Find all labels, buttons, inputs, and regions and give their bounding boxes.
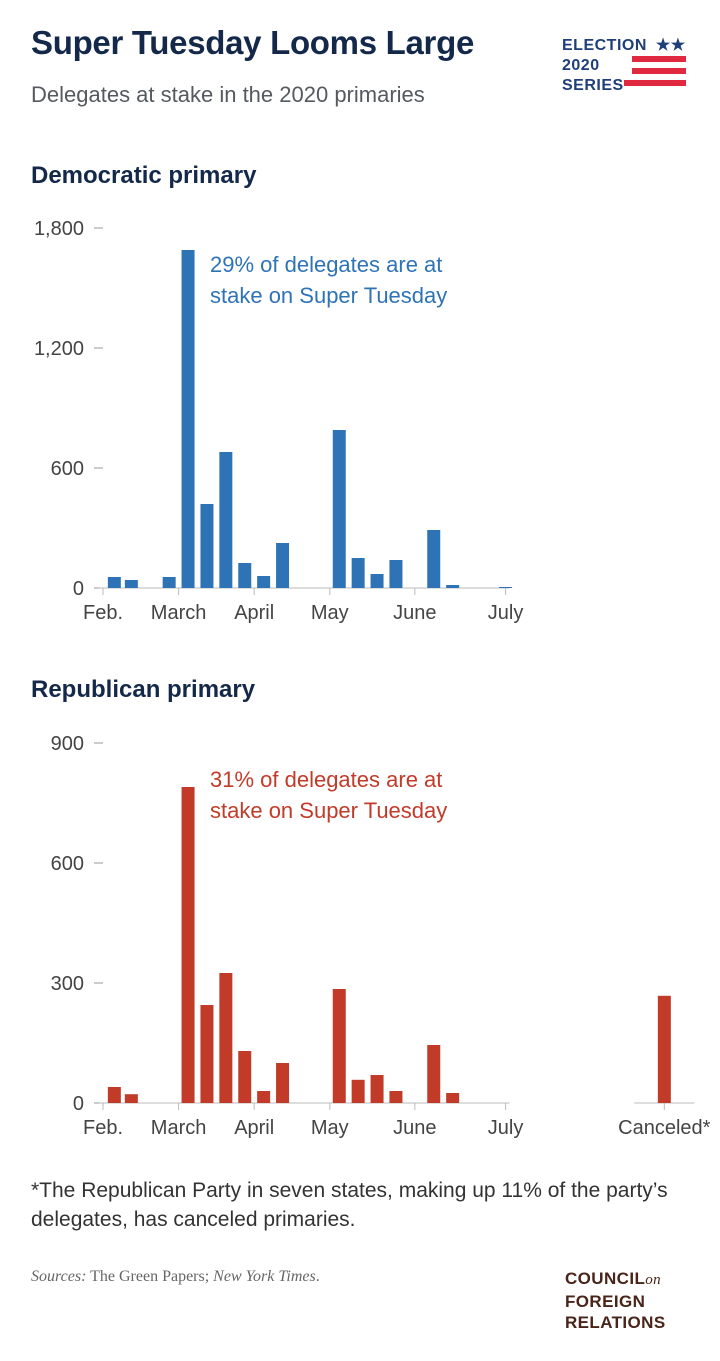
sources: Sources: The Green Papers; New York Time…	[31, 1268, 320, 1286]
dem-bar	[351, 558, 365, 588]
dem-xtick-label: Feb.	[83, 602, 123, 624]
rep-bar	[389, 1091, 403, 1103]
dem-xtick-label: June	[393, 602, 436, 624]
dem-bar	[499, 587, 513, 588]
logo-line-relations: RELATIONS	[565, 1313, 666, 1332]
dem-bar	[332, 430, 346, 588]
dem-ytick-label: 1,800	[34, 218, 84, 240]
dem-ytick-label: 600	[51, 458, 84, 480]
rep-bar	[124, 1094, 138, 1103]
badge-line-2020: 2020	[562, 57, 600, 74]
logo-on: on	[645, 1272, 662, 1288]
badge-stars: ★★	[655, 37, 686, 54]
dem-bar	[238, 563, 252, 588]
page-title: Super Tuesday Looms Large	[31, 24, 474, 61]
rep-xtick-label: April	[234, 1117, 274, 1139]
footnote: *The Republican Party in seven states, m…	[31, 1179, 668, 1231]
rep-xtick-label: June	[393, 1117, 436, 1139]
sources-part1: The Green Papers;	[86, 1268, 214, 1285]
dem-bar	[219, 452, 233, 588]
dem-bar	[276, 543, 290, 588]
sources-label: Sources:	[31, 1268, 87, 1285]
dem-bar	[427, 530, 441, 588]
rep-bar	[238, 1051, 252, 1103]
rep-ytick-label: 900	[51, 733, 84, 755]
rep-xtick-label: Canceled*	[618, 1117, 711, 1139]
dem-bar	[370, 574, 384, 588]
dem-bar	[107, 577, 121, 588]
rep-bar	[219, 973, 233, 1103]
cfr-logo: COUNCILon FOREIGN RELATIONS	[565, 1268, 666, 1333]
badge-line-election: ELECTION	[562, 37, 647, 54]
badge-line-series: SERIES	[562, 77, 624, 94]
rep-xtick-label: May	[311, 1117, 349, 1139]
rep-bar	[370, 1075, 384, 1103]
democratic-chart: 0 600 1,200 1,800 Feb. March April May June July 2…	[34, 218, 524, 624]
election-2020-badge: ELECTION ★★ 2020 SERIES	[562, 36, 688, 96]
rep-bar	[446, 1093, 460, 1103]
dem-bar	[181, 250, 195, 588]
rep-bar	[257, 1091, 271, 1103]
rep-ytick-label: 0	[73, 1093, 84, 1115]
republican-chart: 0 300 600 900 Feb. March April May June July Cance…	[51, 733, 711, 1139]
page-subtitle: Delegates at stake in the 2020 primaries	[31, 82, 425, 107]
rep-xtick-label: Feb.	[83, 1117, 123, 1139]
rep-bar	[351, 1079, 365, 1103]
dem-annotation-line: stake on Super Tuesday	[210, 283, 447, 308]
rep-ytick-label: 300	[51, 973, 84, 995]
rep-xtick-label: July	[488, 1117, 524, 1139]
logo-line-foreign: FOREIGN	[565, 1292, 646, 1311]
dem-bar	[162, 577, 176, 588]
sources-part2: New York Times	[213, 1268, 316, 1285]
rep-annotation-line: 31% of delegates are at	[210, 767, 442, 792]
rep-bar	[427, 1045, 441, 1103]
dem-xtick-label: April	[234, 602, 274, 624]
rep-bar	[181, 787, 195, 1103]
rep-bar	[107, 1087, 121, 1103]
dem-section-title: Democratic primary	[31, 162, 257, 189]
rep-bar	[657, 995, 671, 1103]
logo-line-council: COUNCIL	[565, 1269, 646, 1288]
rep-annotation-line: stake on Super Tuesday	[210, 798, 447, 823]
rep-ytick-label: 600	[51, 853, 84, 875]
flag-stripes-icon	[624, 56, 686, 86]
dem-bar	[124, 580, 138, 588]
rep-xtick-label: March	[151, 1117, 207, 1139]
dem-annotation-line: 29% of delegates are at	[210, 252, 442, 277]
dem-bar	[446, 585, 460, 588]
rep-section-title: Republican primary	[31, 676, 256, 703]
rep-bar	[332, 989, 346, 1103]
dem-ytick-label: 1,200	[34, 338, 84, 360]
sources-part3: .	[315, 1268, 320, 1285]
dem-bar	[200, 504, 214, 588]
dem-ytick-label: 0	[73, 578, 84, 600]
dem-xtick-label: May	[311, 602, 349, 624]
dem-xtick-label: March	[151, 602, 207, 624]
dem-bar	[389, 560, 403, 588]
dem-bar	[257, 576, 271, 588]
rep-bar	[276, 1063, 290, 1103]
rep-bar	[200, 1005, 214, 1103]
dem-xtick-label: July	[488, 602, 524, 624]
